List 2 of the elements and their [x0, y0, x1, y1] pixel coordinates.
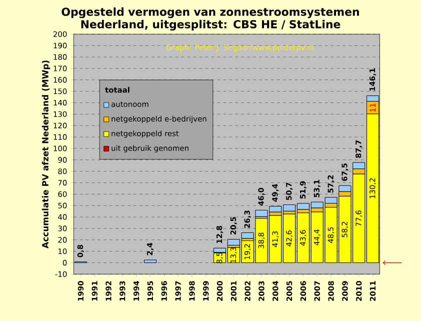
chart-title: Opgesteld vermogen van zonnestroomsystemen Nederland, uitgesplitst: CBS HE / StatLine — [62, 7, 359, 31]
y-axis-title: Accumulatie PV afzet Nederland (MWp) — [42, 60, 50, 248]
